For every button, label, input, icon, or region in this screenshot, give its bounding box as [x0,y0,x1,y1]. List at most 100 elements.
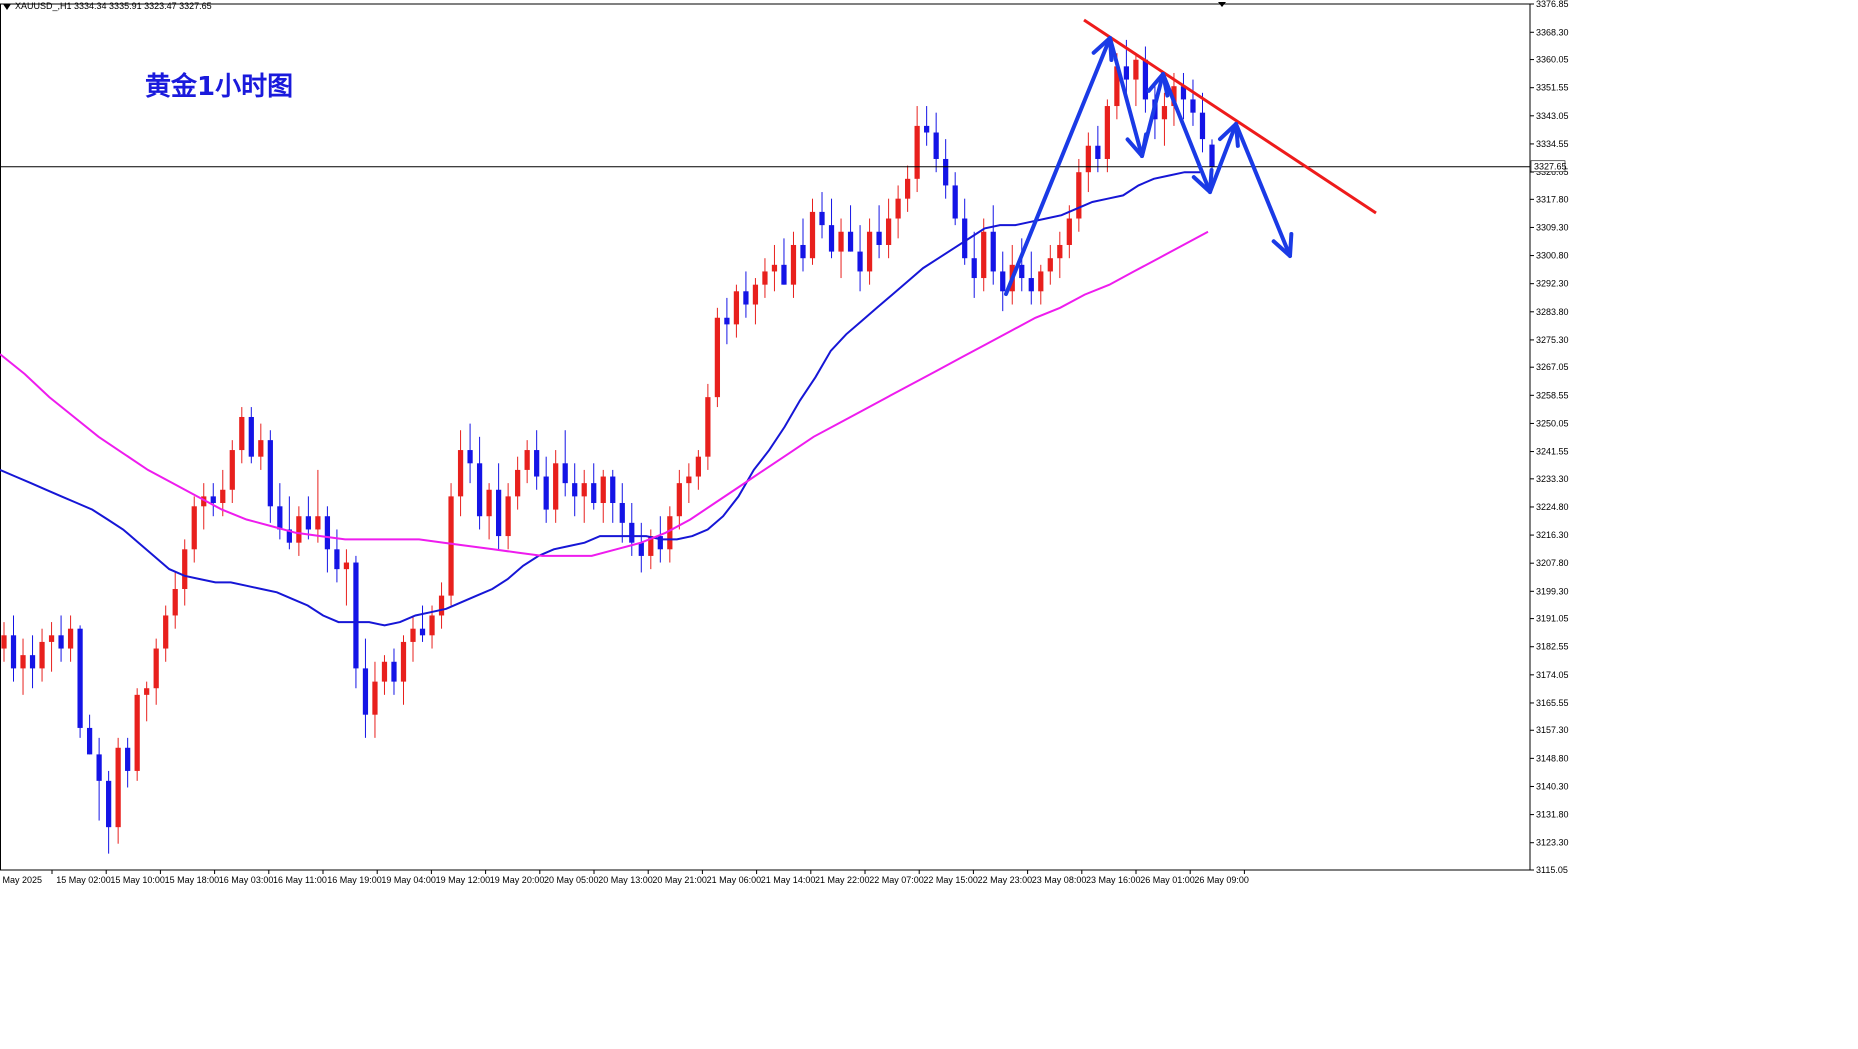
y-tick-label: 3182.55 [1536,642,1569,652]
x-tick-label: 15 May 18:00 [165,875,220,885]
x-tick-label: 23 May 08:00 [1032,875,1087,885]
candle-body [1190,99,1196,113]
candle-body [400,641,407,682]
y-tick-label: 3216.30 [1536,530,1569,540]
y-tick-label: 3283.80 [1536,307,1569,317]
x-tick-label: 21 May 06:00 [707,875,762,885]
candle-body [733,291,740,325]
candle-body [429,615,435,636]
candle-body [77,628,83,728]
candle-body [1133,59,1139,80]
candle-body [144,688,150,695]
candle-body [20,655,26,669]
y-tick-label: 3334.55 [1536,139,1569,149]
candle-body [248,416,254,457]
candle-body [828,225,835,252]
candle-body [1180,86,1187,100]
candle-body [58,635,64,649]
candle-body [229,450,235,490]
candle-body [1142,59,1149,100]
x-tick-label: 16 May 19:00 [327,875,382,885]
resistance-trendline [1083,18,1377,215]
candle-body [410,628,416,642]
current-price-tag-box [1530,160,1566,173]
x-tick-label: 16 May 03:00 [219,875,274,885]
shift-marker-icon [1218,2,1226,7]
candle-body [324,516,331,550]
candle-body [191,506,197,550]
y-tick-label: 3300.80 [1536,251,1569,261]
candle-body [67,628,74,649]
candle-body [1,635,7,649]
candle-body [115,747,121,828]
candle-body [619,502,625,523]
candle-body [29,655,36,669]
y-tick-label: 3148.80 [1536,753,1569,763]
candle-body [610,476,616,503]
candle-body [914,125,920,179]
candle-body [125,747,131,771]
candle-body [591,483,597,503]
y-tick-label: 3123.30 [1536,838,1569,848]
candle-body [534,450,540,477]
candle-body [562,463,568,484]
x-tick-label: 20 May 05:00 [544,875,599,885]
candle-body [1095,145,1101,159]
candle-body [495,489,502,537]
y-tick-label: 3131.80 [1536,810,1569,820]
candle-body [667,516,673,550]
arrow-up-3 [1208,122,1238,194]
candle-body [96,754,102,781]
y-tick-label: 3233.30 [1536,474,1569,484]
candle-body [505,496,511,537]
candle-body [267,440,273,507]
candle-body [10,635,17,669]
candle-body [381,661,388,682]
candle-body [448,496,454,596]
candle-body [334,549,340,570]
candle-body [648,536,654,556]
candle-body [866,231,873,272]
candle-body [296,516,302,543]
y-tick-label: 3165.55 [1536,698,1569,708]
y-tick-label: 3115.05 [1536,865,1568,875]
symbol-info-bar: XAUUSD_,H1 3334.34 3335.91 3323.47 3327.… [3,1,212,11]
y-tick-label: 3157.30 [1536,725,1569,735]
symbol-ohlc-text: XAUUSD_,H1 3334.34 3335.91 3323.47 3327.… [15,1,212,11]
chart-title: 黄金1小时图 [145,72,294,102]
candle-body [438,595,445,616]
candle-body [524,450,530,470]
y-tick-label: 3275.30 [1536,335,1569,345]
candle-body [1209,144,1215,167]
candle-body [172,588,178,616]
y-tick-label: 3343.05 [1536,111,1569,121]
candle-body [952,185,958,219]
candle-body [724,317,730,325]
candle-body [258,440,264,457]
candle-body [1038,271,1044,292]
dropdown-triangle-icon[interactable] [3,3,11,10]
y-tick-label: 3317.80 [1536,194,1569,204]
candle-body [752,284,759,305]
candle-body [305,516,311,530]
candle-body [1066,218,1072,245]
y-tick-label: 3267.05 [1536,362,1569,372]
candle-body [1076,172,1082,219]
candle-body [1028,278,1034,292]
moving-average-blue-line [0,171,1200,627]
y-tick-label: 3360.05 [1536,55,1569,65]
candle-body [1019,264,1025,279]
candle-body [800,244,806,259]
candle-body [572,483,578,497]
current-price-tag: 3327.65 [1534,162,1567,172]
candle-body [581,483,587,497]
candle-body [467,450,473,464]
candle-body [39,641,45,669]
candle-body [419,628,426,636]
x-tick-label: 15 May 10:00 [110,875,165,885]
x-tick-label: 26 May 09:00 [1194,875,1249,885]
candle-body [486,489,492,517]
candle-body [638,542,644,556]
candle-body [629,522,635,543]
